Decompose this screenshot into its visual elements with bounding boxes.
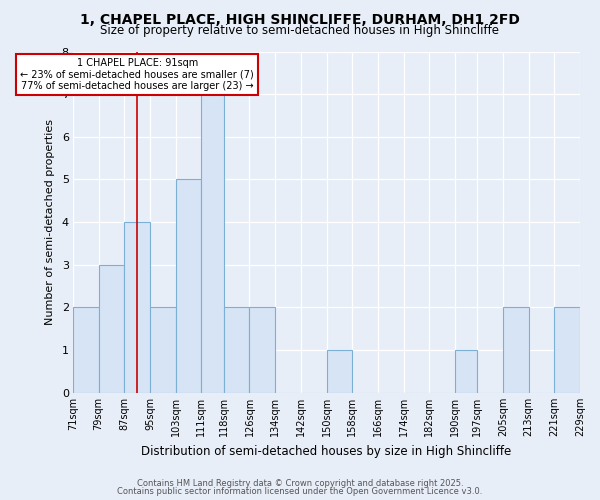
Bar <box>176 180 202 392</box>
Text: 1, CHAPEL PLACE, HIGH SHINCLIFFE, DURHAM, DH1 2FD: 1, CHAPEL PLACE, HIGH SHINCLIFFE, DURHAM… <box>80 12 520 26</box>
Bar <box>503 308 529 392</box>
Bar <box>73 308 98 392</box>
Bar <box>455 350 478 393</box>
Text: Size of property relative to semi-detached houses in High Shincliffe: Size of property relative to semi-detach… <box>101 24 499 37</box>
Text: 1 CHAPEL PLACE: 91sqm
← 23% of semi-detached houses are smaller (7)
77% of semi-: 1 CHAPEL PLACE: 91sqm ← 23% of semi-deta… <box>20 58 254 91</box>
Bar <box>202 94 224 392</box>
Bar <box>150 308 176 392</box>
Y-axis label: Number of semi-detached properties: Number of semi-detached properties <box>45 119 55 325</box>
Bar <box>326 350 352 393</box>
Bar <box>98 264 124 392</box>
Bar <box>224 308 250 392</box>
Bar <box>554 308 580 392</box>
X-axis label: Distribution of semi-detached houses by size in High Shincliffe: Distribution of semi-detached houses by … <box>142 444 512 458</box>
Bar <box>124 222 150 392</box>
Text: Contains public sector information licensed under the Open Government Licence v3: Contains public sector information licen… <box>118 487 482 496</box>
Text: Contains HM Land Registry data © Crown copyright and database right 2025.: Contains HM Land Registry data © Crown c… <box>137 478 463 488</box>
Bar <box>250 308 275 392</box>
